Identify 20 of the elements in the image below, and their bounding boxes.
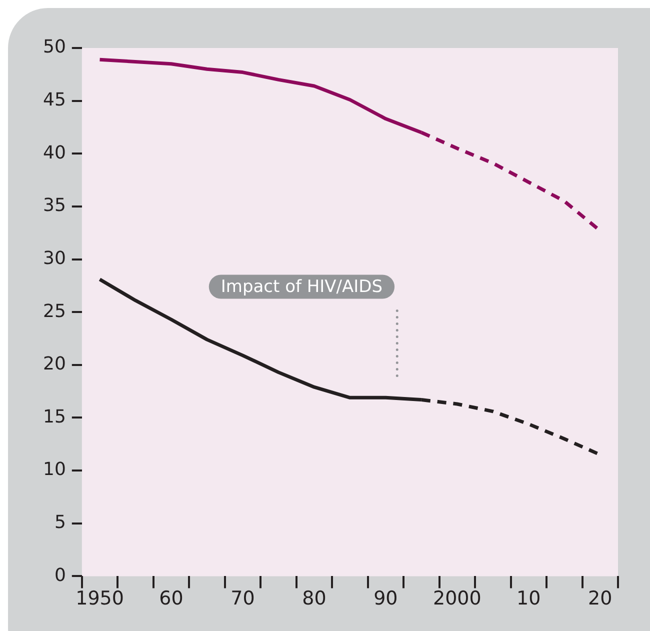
y-tick-label: 10 <box>43 459 66 480</box>
x-tick-label: 1950 <box>76 588 124 610</box>
y-tick-label: 30 <box>43 248 66 269</box>
y-tick-label: 45 <box>43 89 66 110</box>
x-tick-label: 20 <box>588 588 612 610</box>
y-tick-label: 0 <box>54 564 66 586</box>
y-tick-label: 35 <box>43 195 66 216</box>
x-tick-label: 80 <box>302 588 326 610</box>
x-tick-label: 60 <box>159 588 184 610</box>
x-tick-label: 90 <box>374 588 398 610</box>
y-tick-label: 40 <box>43 142 66 164</box>
x-tick-label: 2000 <box>432 588 482 610</box>
annotation: Impact of HIV/AIDS <box>220 277 383 298</box>
y-tick-label: 5 <box>54 512 66 534</box>
y-tick-label: 15 <box>43 406 66 428</box>
y-tick-label: 50 <box>43 36 66 58</box>
x-tick-label: 10 <box>516 588 541 610</box>
y-tick-label: 20 <box>43 354 66 375</box>
x-tick-label: 70 <box>230 588 255 610</box>
y-tick-label: 25 <box>43 300 66 322</box>
